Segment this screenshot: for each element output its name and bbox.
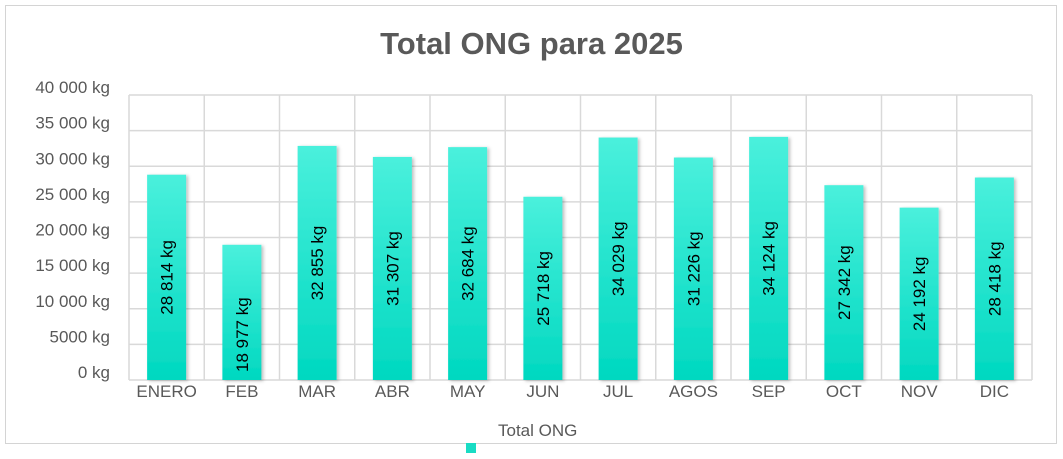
x-tick-label: JUL xyxy=(603,382,633,401)
y-tick-label: 20 000 kg xyxy=(35,221,110,240)
x-tick-label: OCT xyxy=(826,382,862,401)
data-label: 25 718 kg xyxy=(534,251,553,326)
data-label: 31 307 kg xyxy=(383,231,402,306)
bar-sep xyxy=(749,136,789,380)
legend-label: Total ONG xyxy=(498,421,578,440)
bar-oct xyxy=(824,185,864,380)
y-tick-label: 40 000 kg xyxy=(35,78,110,97)
y-tick-label: 25 000 kg xyxy=(35,185,110,204)
data-label: 24 192 kg xyxy=(910,256,929,331)
bar-feb xyxy=(222,244,262,380)
data-label: 18 977 kg xyxy=(233,297,252,372)
legend-swatch xyxy=(466,443,476,453)
x-tick-label: NOV xyxy=(901,382,939,401)
x-tick-label: ENERO xyxy=(136,382,196,401)
y-tick-label: 30 000 kg xyxy=(35,149,110,168)
bar-agos xyxy=(673,157,713,380)
bar-mar xyxy=(297,145,337,380)
x-tick-label: JUN xyxy=(526,382,559,401)
data-label: 27 342 kg xyxy=(835,245,854,320)
data-label: 31 226 kg xyxy=(684,231,703,306)
data-label: 32 855 kg xyxy=(308,226,327,301)
data-label: 28 418 kg xyxy=(985,241,1004,316)
y-tick-label: 35 000 kg xyxy=(35,114,110,133)
x-tick-label: MAY xyxy=(450,382,486,401)
bar-may xyxy=(448,147,488,380)
x-tick-label: MAR xyxy=(298,382,336,401)
bar-dic xyxy=(974,177,1014,380)
bar-nov xyxy=(899,207,939,380)
x-tick-label: FEB xyxy=(225,382,258,401)
x-tick-label: AGOS xyxy=(669,382,718,401)
data-label: 32 684 kg xyxy=(459,226,478,301)
bar-jun xyxy=(523,196,563,380)
y-tick-label: 0 kg xyxy=(78,363,110,382)
data-label: 34 029 kg xyxy=(609,221,628,296)
y-tick-label: 5000 kg xyxy=(50,327,111,346)
chart-title: Total ONG para 2025 xyxy=(380,26,683,61)
x-tick-label: DIC xyxy=(980,382,1009,401)
bar-jul xyxy=(598,137,638,380)
y-tick-label: 15 000 kg xyxy=(35,256,110,275)
data-label: 34 124 kg xyxy=(760,221,779,296)
y-tick-label: 10 000 kg xyxy=(35,292,110,311)
bar-enero xyxy=(147,174,187,380)
x-tick-label: SEP xyxy=(752,382,786,401)
data-label: 28 814 kg xyxy=(158,240,177,315)
x-tick-label: ABR xyxy=(375,382,410,401)
chart-frame xyxy=(5,5,1057,444)
bar-abr xyxy=(372,156,412,380)
